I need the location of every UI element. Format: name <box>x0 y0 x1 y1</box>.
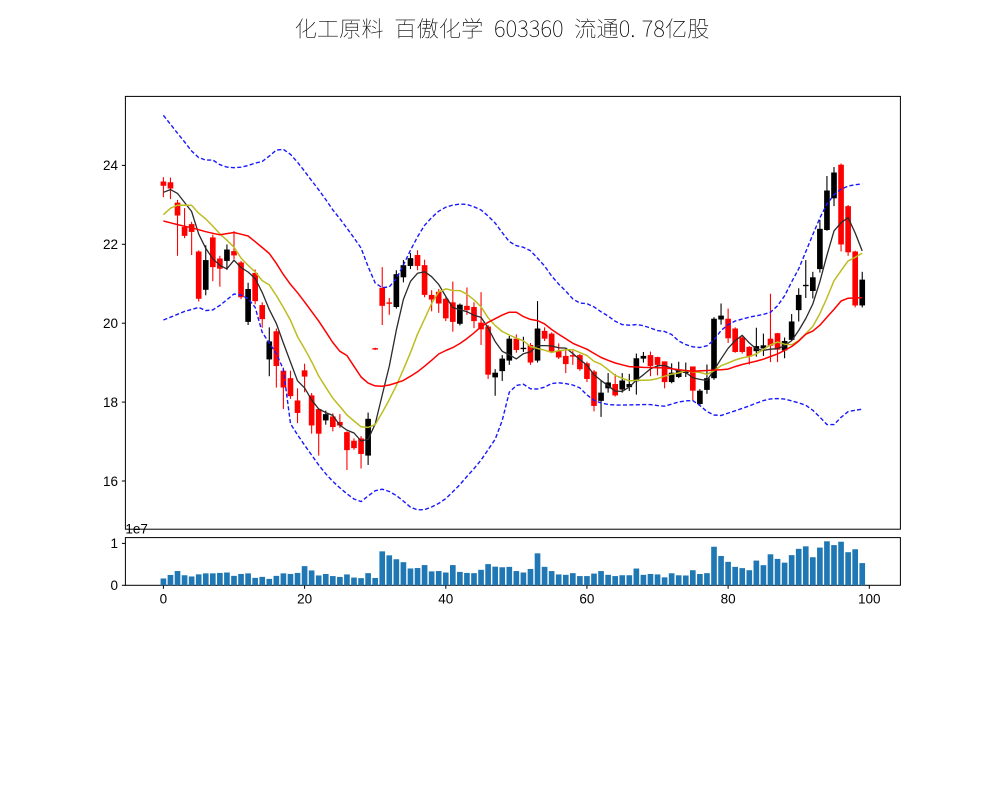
svg-text:22: 22 <box>103 237 118 252</box>
svg-text:24: 24 <box>103 158 119 173</box>
svg-text:40: 40 <box>438 592 453 607</box>
svg-text:1: 1 <box>110 536 118 551</box>
svg-text:18: 18 <box>103 395 118 410</box>
svg-text:20: 20 <box>297 592 312 607</box>
svg-text:1e7: 1e7 <box>125 522 148 537</box>
svg-text:16: 16 <box>103 474 118 489</box>
svg-text:0: 0 <box>110 578 118 593</box>
svg-text:80: 80 <box>721 592 736 607</box>
svg-text:20: 20 <box>103 316 118 331</box>
svg-text:60: 60 <box>579 592 594 607</box>
svg-text:0: 0 <box>160 592 168 607</box>
svg-text:100: 100 <box>858 592 881 607</box>
